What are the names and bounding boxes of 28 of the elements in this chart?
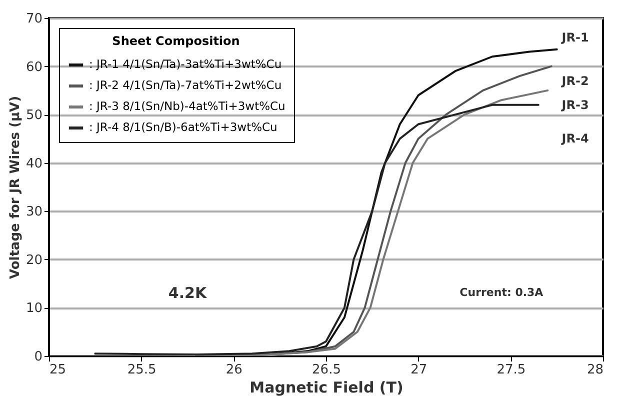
y-tick-label: 70 [26, 12, 42, 26]
x-axis-title: Magnetic Field (T) [250, 378, 404, 396]
legend-label: : JR-1 4/1(Sn/Ta)-3at%Ti+3wt%Cu [89, 57, 282, 71]
y-tick-label: 60 [26, 60, 42, 75]
x-tick-label: 28 [586, 362, 604, 378]
y-tick-label: 20 [26, 252, 42, 268]
x-tick-label: 27 [410, 362, 428, 378]
x-tick-label: 25 [50, 362, 66, 378]
y-tick-label: 40 [26, 156, 42, 172]
x-tick-label: 26 [226, 362, 242, 378]
x-tick-label: 26.5 [312, 362, 341, 378]
y-tick-label: 10 [26, 301, 42, 316]
y-tick-label: 0 [34, 350, 42, 364]
legend-label: : JR-3 8/1(Sn/Nb)-4at%Ti+3wt%Cu [89, 99, 286, 113]
annotation: JR-4 [560, 132, 589, 146]
legend-label: : JR-4 8/1(Sn/B)-6at%Ti+3wt%Cu [89, 120, 278, 134]
annotation: JR-2 [560, 74, 589, 88]
y-tick-label: 50 [26, 108, 42, 124]
legend-label: : JR-2 4/1(Sn/Ta)-7at%Ti+2wt%Cu [89, 78, 282, 92]
y-axis-title: Voltage for JR Wires (μV) [8, 96, 23, 280]
x-tick-label: 27.5 [496, 362, 526, 378]
legend-title: Sheet Composition [112, 34, 240, 48]
annotation: JR-3 [560, 98, 589, 112]
annotation: Current: 0.3A [460, 286, 544, 300]
annotation: JR-1 [560, 30, 589, 44]
y-tick-label: 30 [26, 204, 42, 220]
annotation: 4.2K [168, 284, 208, 302]
x-tick-label: 25.5 [127, 362, 156, 378]
